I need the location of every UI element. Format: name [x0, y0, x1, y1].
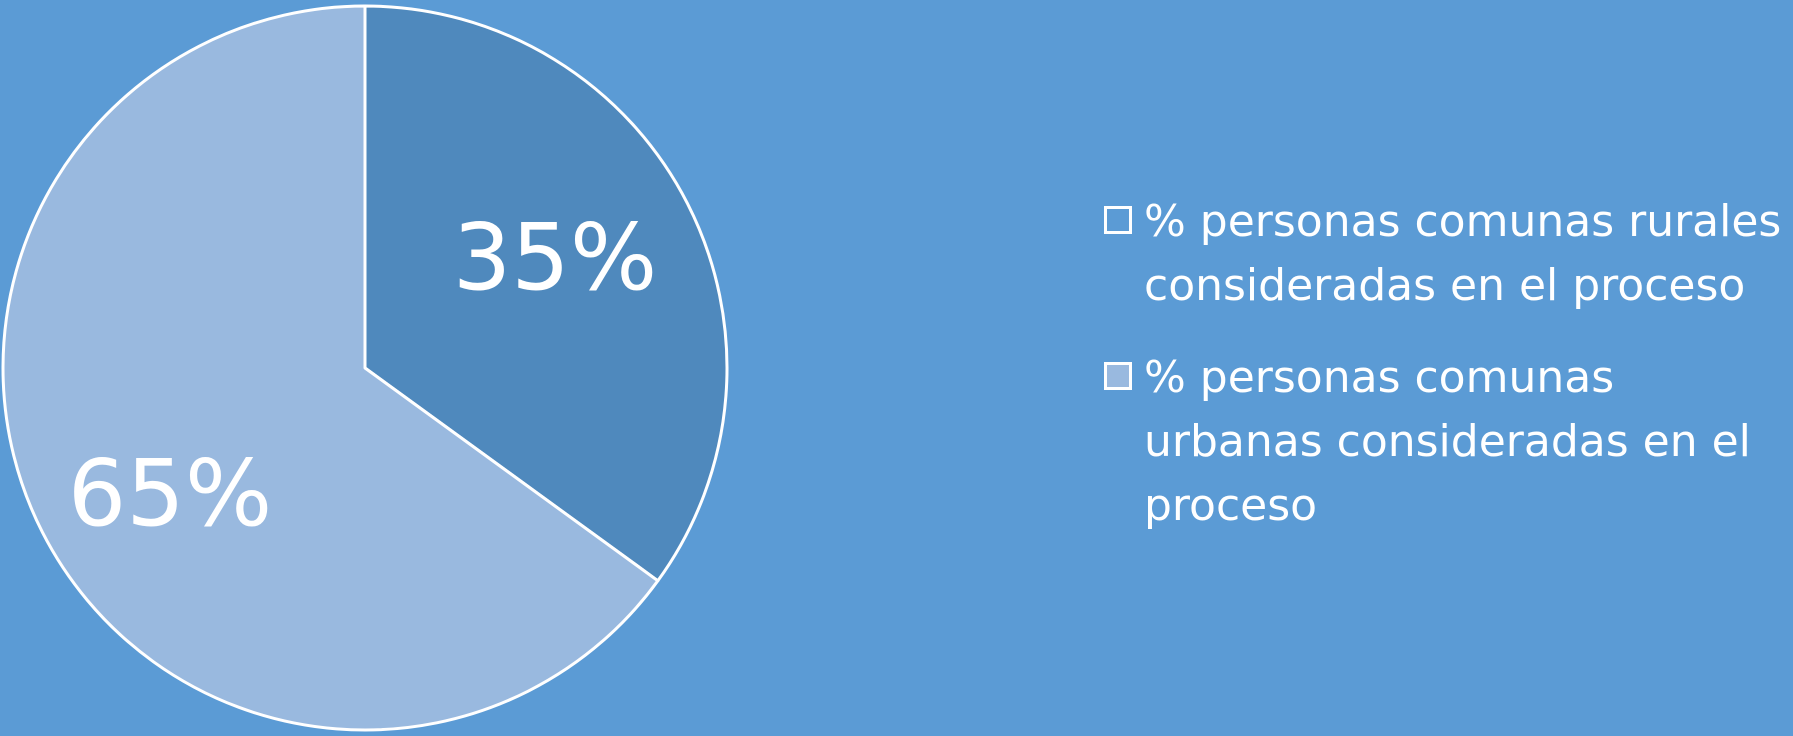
pie-slice-urban	[1, 4, 660, 732]
legend-label-urban: % personas comunas urbanas consideradas …	[1144, 352, 1751, 531]
pie-data-labels: 35% 65%	[68, 204, 657, 547]
legend-item-rural: % personas comunas rurales consideradas …	[1104, 190, 1784, 318]
data-label-rural: 35%	[453, 204, 657, 311]
legend-swatch-rural	[1104, 206, 1132, 234]
pie-slice-rural	[363, 4, 729, 583]
legend-label-rural: % personas comunas rurales consideradas …	[1144, 196, 1782, 311]
legend-item-urban: % personas comunas urbanas consideradas …	[1104, 346, 1784, 538]
legend: % personas comunas rurales consideradas …	[1104, 190, 1784, 566]
legend-swatch-urban	[1104, 362, 1132, 390]
pie-slices	[1, 4, 729, 732]
data-label-urban: 65%	[68, 440, 272, 547]
